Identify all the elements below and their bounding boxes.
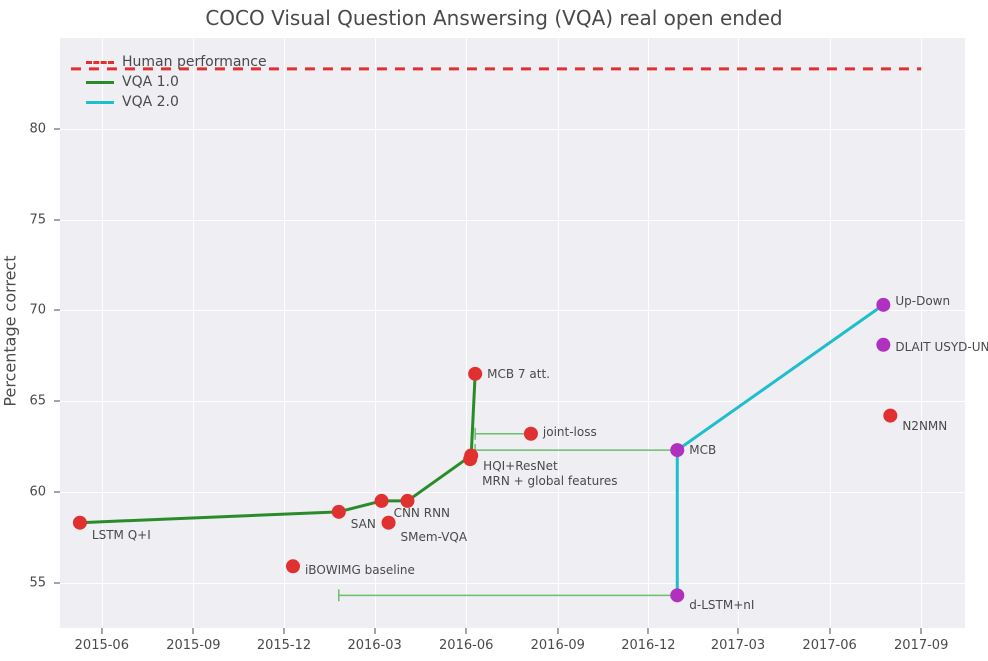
data-point (73, 516, 87, 530)
ytick-label: 80 (29, 121, 46, 136)
chart-title: COCO Visual Question Answersing (VQA) re… (0, 6, 988, 30)
point-label: HQI+ResNet (483, 459, 558, 473)
ytick-label: 75 (29, 212, 46, 227)
point-label: MCB (689, 443, 716, 457)
legend: Human performance VQA 1.0 VQA 2.0 (76, 48, 277, 116)
xtick-mark (648, 628, 649, 634)
data-point (876, 338, 890, 352)
plot-area: 5560657075802015-062015-092015-122016-03… (60, 38, 965, 628)
point-label: DLAIT USYD-UNCC (895, 340, 988, 354)
point-label: CNN RNN (394, 506, 450, 520)
xtick-label: 2015-06 (75, 638, 129, 653)
legend-label: VQA 2.0 (122, 94, 179, 110)
xtick-label: 2017-06 (802, 638, 856, 653)
xtick-label: 2017-09 (894, 638, 948, 653)
xtick-mark (284, 628, 285, 634)
point-label: LSTM Q+I (92, 528, 151, 542)
point-label: MRN + global features (482, 474, 617, 488)
xtick-mark (101, 628, 102, 634)
point-label: joint-loss (543, 425, 597, 439)
legend-swatch (86, 81, 114, 84)
legend-swatch (86, 101, 114, 104)
point-label: Up-Down (895, 294, 950, 308)
y-axis-label: Percentage correct (1, 255, 20, 406)
xtick-label: 2015-09 (166, 638, 220, 653)
xtick-mark (557, 628, 558, 634)
legend-item: VQA 1.0 (86, 74, 267, 90)
chart-root: COCO Visual Question Answersing (VQA) re… (0, 0, 988, 661)
ytick-label: 60 (29, 484, 46, 499)
legend-label: Human performance (122, 54, 267, 70)
svg-layer (60, 38, 965, 628)
data-point (524, 427, 538, 441)
data-point (670, 588, 684, 602)
ytick-label: 65 (29, 394, 46, 409)
xtick-label: 2017-03 (711, 638, 765, 653)
legend-item: Human performance (86, 54, 267, 70)
xtick-mark (738, 628, 739, 634)
data-point (286, 559, 300, 573)
xtick-mark (466, 628, 467, 634)
xtick-label: 2016-03 (347, 638, 401, 653)
xtick-mark (921, 628, 922, 634)
xtick-mark (193, 628, 194, 634)
xtick-label: 2015-12 (257, 638, 311, 653)
xtick-label: 2016-06 (439, 638, 493, 653)
point-label: iBOWIMG baseline (305, 563, 415, 577)
xtick-label: 2016-09 (531, 638, 585, 653)
legend-swatch (86, 61, 114, 64)
point-label: SMem-VQA (401, 530, 468, 544)
xtick-label: 2016-12 (621, 638, 675, 653)
series-line (80, 512, 339, 523)
xtick-mark (829, 628, 830, 634)
legend-item: VQA 2.0 (86, 94, 267, 110)
data-point (463, 452, 477, 466)
legend-label: VQA 1.0 (122, 74, 179, 90)
data-point (883, 409, 897, 423)
data-point (332, 505, 346, 519)
ytick-label: 55 (29, 575, 46, 590)
point-label: N2NMN (902, 419, 947, 433)
data-point (670, 443, 684, 457)
series-line (471, 374, 475, 456)
point-label: MCB 7 att. (487, 367, 550, 381)
data-point (375, 494, 389, 508)
data-point (876, 298, 890, 312)
series-line (677, 305, 883, 450)
ytick-label: 70 (29, 303, 46, 318)
point-label: d-LSTM+nI (689, 598, 754, 612)
data-point (468, 367, 482, 381)
point-label: SAN (351, 517, 376, 531)
xtick-mark (374, 628, 375, 634)
series-line (407, 456, 471, 501)
